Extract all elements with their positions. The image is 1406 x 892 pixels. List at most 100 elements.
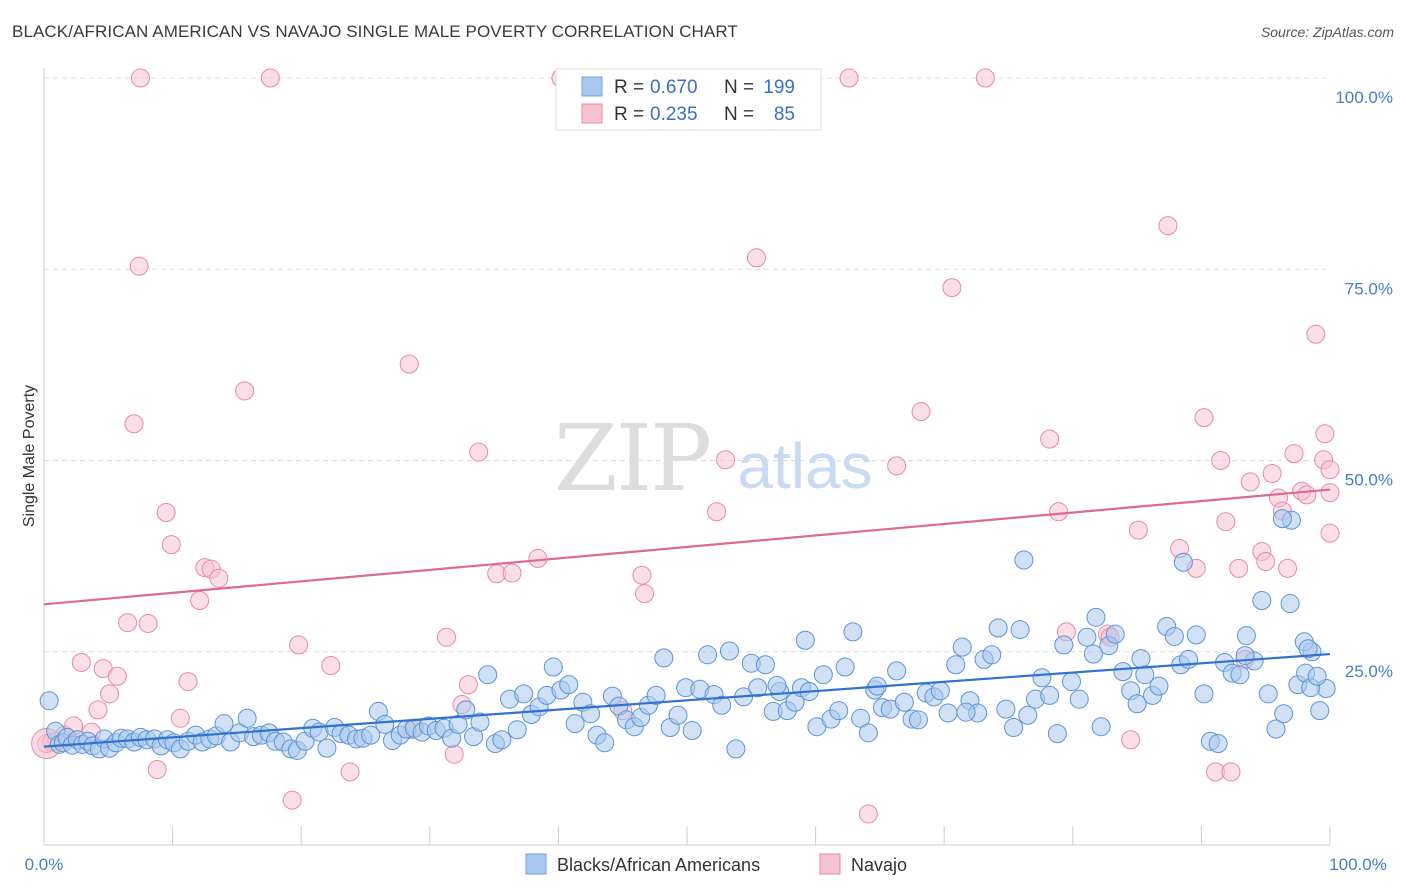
blacks-point-74 xyxy=(543,657,563,677)
x-tick-label-start: 0.0% xyxy=(25,855,64,874)
watermark-zip: ZIP xyxy=(554,405,710,512)
navajo-point-55 xyxy=(975,68,995,88)
navajo-point-45 xyxy=(635,584,655,604)
legend-r-label-pink: R = xyxy=(614,104,644,125)
navajo-point-50 xyxy=(839,68,859,88)
legend-r-value-pink: 0.235 xyxy=(650,104,698,125)
blacks-point-162 xyxy=(1186,625,1206,645)
blacks-point-143 xyxy=(1047,724,1067,744)
blacks-point-49 xyxy=(361,725,381,745)
blacks-point-99 xyxy=(726,739,746,759)
blacks-point-69 xyxy=(507,720,527,740)
navajo-point-54 xyxy=(942,278,962,298)
axes xyxy=(43,68,1331,846)
blacks-point-183 xyxy=(1235,646,1255,666)
blacks-point-152 xyxy=(1113,662,1133,682)
blacks-point-189 xyxy=(1086,607,1106,627)
blacks-point-88 xyxy=(646,685,666,705)
navajo-point-5 xyxy=(71,652,91,672)
navajo-point-27 xyxy=(282,790,302,810)
blacks-point-29 xyxy=(214,714,234,734)
navajo-point-80 xyxy=(1284,444,1304,464)
navajo-point-48 xyxy=(746,248,766,268)
blacks-point-103 xyxy=(755,655,775,675)
blacks-point-138 xyxy=(1010,620,1030,640)
navajo-point-15 xyxy=(138,613,158,633)
blacks-point-139 xyxy=(1018,705,1038,725)
navajo-point-57 xyxy=(1049,502,1069,522)
navajo-point-25 xyxy=(235,381,255,401)
blacks-point-122 xyxy=(894,692,914,712)
legend-box: R = 0.670 N = 199 R = 0.235 N = 85 xyxy=(555,68,822,131)
y-tick-label-0: 25.0% xyxy=(1345,662,1393,681)
y-tick-label-2: 75.0% xyxy=(1345,279,1393,298)
navajo-point-66 xyxy=(1194,408,1214,428)
source-credit: Source: ZipAtlas.com xyxy=(1260,24,1394,40)
blacks-point-114 xyxy=(835,657,855,677)
navajo-point-47 xyxy=(716,450,736,470)
navajo-point-53 xyxy=(911,402,931,422)
navajo-point-85 xyxy=(1315,424,1335,444)
blacks-point-111 xyxy=(813,665,833,685)
navajo-point-68 xyxy=(1211,451,1231,470)
blacks-point-128 xyxy=(938,703,958,723)
navajo-point-69 xyxy=(1216,512,1236,532)
blacks-point-168 xyxy=(1230,665,1250,685)
blacks-point-95 xyxy=(698,645,718,665)
blacks-point-32 xyxy=(237,708,257,728)
blacks-point-184 xyxy=(1173,552,1193,572)
blacks-point-134 xyxy=(982,645,1002,665)
watermark-atlas: atlas xyxy=(737,430,872,502)
trend-line-navajo xyxy=(43,488,1331,606)
blacks-point-113 xyxy=(829,701,849,721)
blacks-point-169 xyxy=(1236,626,1256,646)
blacks-point-91 xyxy=(668,705,688,725)
blacks-point-145 xyxy=(1062,672,1082,692)
navajo-point-37 xyxy=(469,442,489,462)
legend-n-label-pink: N = xyxy=(724,104,754,125)
blacks-point-77 xyxy=(565,714,585,734)
blacks-point-159 xyxy=(1164,626,1184,646)
navajo-point-87 xyxy=(1320,483,1340,503)
blacks-point-165 xyxy=(1208,734,1228,754)
navajo-point-33 xyxy=(437,627,457,647)
navajo-point-36 xyxy=(458,675,478,695)
legend-n-label-blue: N = xyxy=(724,77,754,98)
blacks-point-146 xyxy=(1069,689,1089,709)
blacks-point-124 xyxy=(908,710,928,730)
bottom-legend-label-blue: Blacks/African Americans xyxy=(557,855,760,875)
chart-title: BLACK/AFRICAN AMERICAN VS NAVAJO SINGLE … xyxy=(12,22,738,41)
navajo-point-7 xyxy=(88,700,108,720)
blacks-point-137 xyxy=(1004,717,1024,737)
blacks-point-174 xyxy=(1274,704,1294,724)
legend-swatch-pink xyxy=(581,103,603,124)
navajo-point-79 xyxy=(1278,558,1298,578)
trend-lines xyxy=(43,488,1331,748)
navajo-point-86 xyxy=(1320,523,1340,543)
navajo-point-63 xyxy=(1158,216,1178,236)
blacks-point-195 xyxy=(1307,666,1327,686)
navajo-point-13 xyxy=(129,256,149,276)
blacks-point-173 xyxy=(1266,719,1286,739)
blacks-point-81 xyxy=(595,733,615,753)
blacks-point-70 xyxy=(514,684,534,704)
blacks-point-163 xyxy=(1194,684,1214,704)
blacks-point-187 xyxy=(767,675,787,695)
blacks-point-136 xyxy=(996,699,1016,719)
navajo-point-61 xyxy=(1121,730,1141,750)
blacks-point-89 xyxy=(654,648,674,668)
legend-n-value-blue: 199 xyxy=(763,77,795,98)
navajo-point-51 xyxy=(858,804,878,824)
blacks-point-62 xyxy=(456,700,476,720)
blacks-point-93 xyxy=(682,721,702,741)
navajo-point-56 xyxy=(1040,429,1060,449)
navajo-point-34 xyxy=(444,744,464,764)
blacks-point-98 xyxy=(719,641,739,661)
navajo-point-46 xyxy=(707,502,727,522)
bottom-legend-swatch-blue xyxy=(525,853,547,875)
navajo-point-10 xyxy=(107,666,127,686)
blacks-point-141 xyxy=(1032,668,1052,688)
blacks-point-127 xyxy=(930,681,950,701)
legend-r-label-blue: R = xyxy=(614,77,644,98)
navajo-point-82 xyxy=(1297,485,1317,505)
